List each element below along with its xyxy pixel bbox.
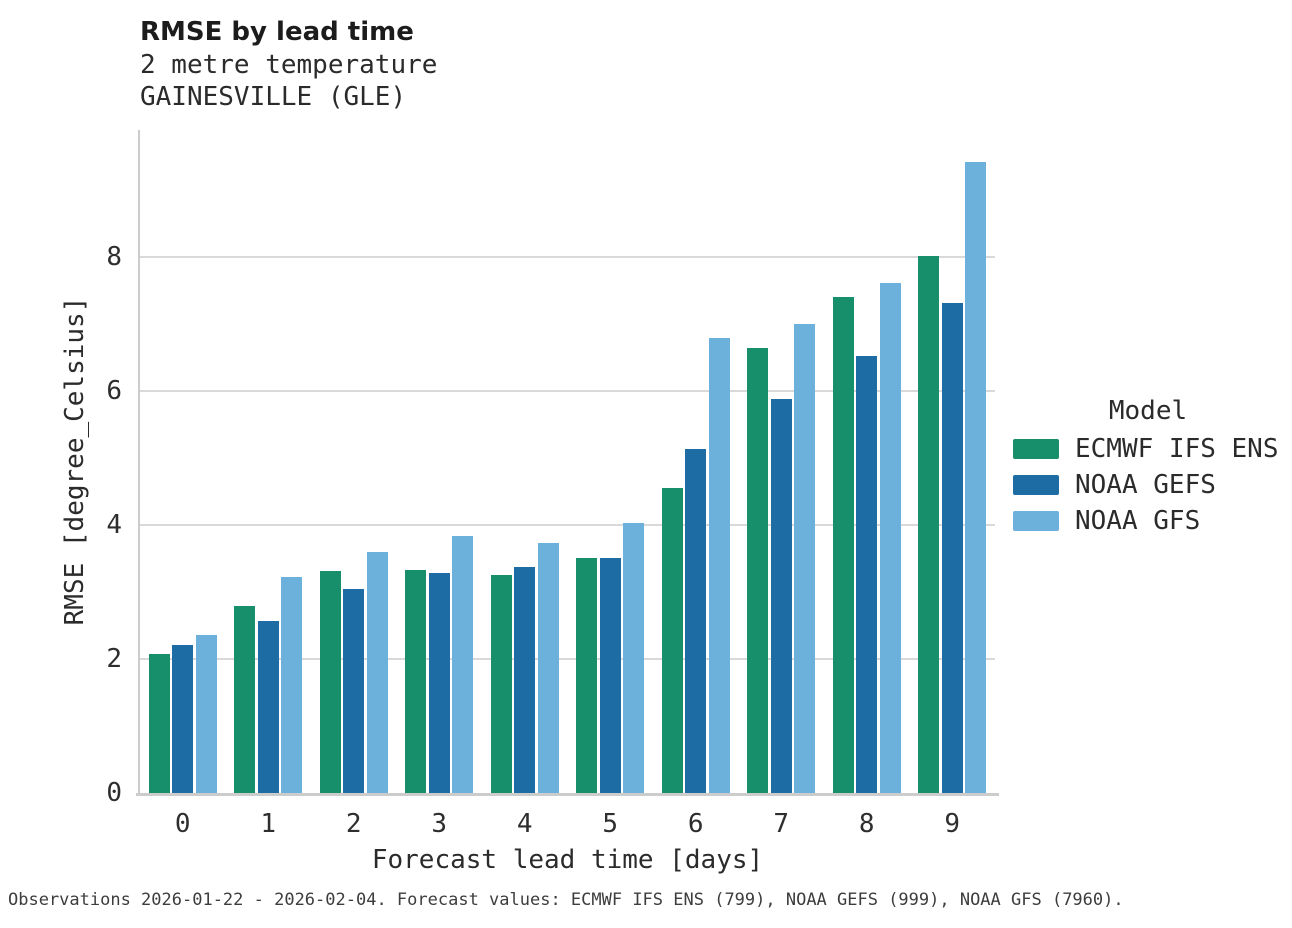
y-tick-label-4: 4 xyxy=(106,510,122,541)
bar-noaa-gfs-lead-7 xyxy=(794,324,816,793)
bar-noaa-gefs-lead-6 xyxy=(685,448,707,793)
y-tick-label-8: 8 xyxy=(106,242,122,273)
bar-ecmwf-ifs-ens-lead-2 xyxy=(319,570,341,793)
bar-noaa-gfs-lead-8 xyxy=(879,283,901,793)
bar-noaa-gefs-lead-1 xyxy=(257,620,279,793)
bar-ecmwf-ifs-ens-lead-9 xyxy=(918,255,940,793)
legend-item-ecmwf-ifs-ens: ECMWF IFS ENS xyxy=(1013,434,1283,464)
footnote: Observations 2026-01-22 - 2026-02-04. Fo… xyxy=(8,890,1124,910)
legend-label: NOAA GEFS xyxy=(1075,470,1216,500)
y-tick-label-0: 0 xyxy=(106,778,122,808)
bar-noaa-gfs-lead-0 xyxy=(195,634,217,793)
bar-ecmwf-ifs-ens-lead-5 xyxy=(576,557,598,793)
x-tick-label-8: 8 xyxy=(858,809,875,839)
y-tick-label-2: 2 xyxy=(106,644,122,675)
bar-ecmwf-ifs-ens-lead-8 xyxy=(832,297,854,793)
bar-noaa-gefs-lead-7 xyxy=(770,399,792,793)
bar-ecmwf-ifs-ens-lead-3 xyxy=(405,570,427,793)
legend-swatch-icon xyxy=(1013,511,1059,531)
x-tick-label-9: 9 xyxy=(944,809,961,839)
bar-noaa-gefs-lead-2 xyxy=(343,589,365,793)
bar-noaa-gefs-lead-4 xyxy=(514,566,536,793)
bar-ecmwf-ifs-ens-lead-1 xyxy=(234,605,256,793)
legend: Model ECMWF IFS ENS NOAA GEFS NOAA GFS xyxy=(1013,396,1283,546)
bar-noaa-gfs-lead-4 xyxy=(537,542,559,793)
gridline-y-6 xyxy=(140,390,995,392)
x-tick-label-2: 2 xyxy=(345,809,362,839)
x-tick-label-0: 0 xyxy=(174,809,191,839)
x-tick-label-7: 7 xyxy=(773,809,790,839)
x-tick-label-3: 3 xyxy=(431,809,448,839)
legend-title: Model xyxy=(1108,396,1188,426)
legend-swatch-icon xyxy=(1013,439,1059,459)
bar-ecmwf-ifs-ens-lead-6 xyxy=(661,488,683,793)
legend-label: ECMWF IFS ENS xyxy=(1075,434,1279,464)
bar-noaa-gfs-lead-9 xyxy=(965,162,987,793)
legend-swatch-icon xyxy=(1013,475,1059,495)
y-tick-label-6: 6 xyxy=(106,376,122,407)
x-axis-label: Forecast lead time [days] xyxy=(371,845,764,875)
x-axis-spine xyxy=(136,793,999,796)
bar-ecmwf-ifs-ens-lead-7 xyxy=(747,347,769,793)
legend-label: NOAA GFS xyxy=(1075,506,1201,536)
y-axis-label: RMSE [degree_Celsius] xyxy=(60,296,90,626)
legend-items: ECMWF IFS ENS NOAA GEFS NOAA GFS xyxy=(1013,434,1283,536)
plot-area: 0 2 4 6 8 0 1 2 3 4 5 6 7 8 9 xyxy=(106,130,999,839)
gridline-y-2 xyxy=(140,658,995,660)
legend-item-noaa-gfs: NOAA GFS xyxy=(1013,506,1283,536)
bar-noaa-gfs-lead-1 xyxy=(281,576,303,793)
bar-noaa-gefs-lead-8 xyxy=(856,356,878,793)
legend-item-noaa-gefs: NOAA GEFS xyxy=(1013,470,1283,500)
bar-noaa-gfs-lead-5 xyxy=(623,523,645,793)
bar-ecmwf-ifs-ens-lead-4 xyxy=(490,575,512,793)
bar-noaa-gefs-lead-3 xyxy=(428,573,450,793)
x-tick-label-1: 1 xyxy=(260,809,277,839)
x-tick-label-5: 5 xyxy=(602,809,619,839)
x-tick-label-6: 6 xyxy=(687,809,704,839)
chart-subtitle-station: GAINESVILLE (GLE) xyxy=(140,82,407,112)
gridline-y-8 xyxy=(140,256,995,258)
bar-noaa-gefs-lead-9 xyxy=(941,302,963,793)
chart-title: RMSE by lead time xyxy=(140,17,414,47)
gridline-y-4 xyxy=(140,524,995,526)
y-axis-spine xyxy=(138,130,140,793)
bar-noaa-gefs-lead-5 xyxy=(599,557,621,793)
bar-noaa-gfs-lead-6 xyxy=(708,337,730,793)
bar-noaa-gefs-lead-0 xyxy=(172,645,194,793)
x-tick-label-4: 4 xyxy=(516,809,533,839)
bar-noaa-gfs-lead-2 xyxy=(366,551,388,793)
bar-noaa-gfs-lead-3 xyxy=(452,535,474,793)
chart-subtitle-variable: 2 metre temperature xyxy=(140,50,438,80)
bar-ecmwf-ifs-ens-lead-0 xyxy=(148,653,170,793)
